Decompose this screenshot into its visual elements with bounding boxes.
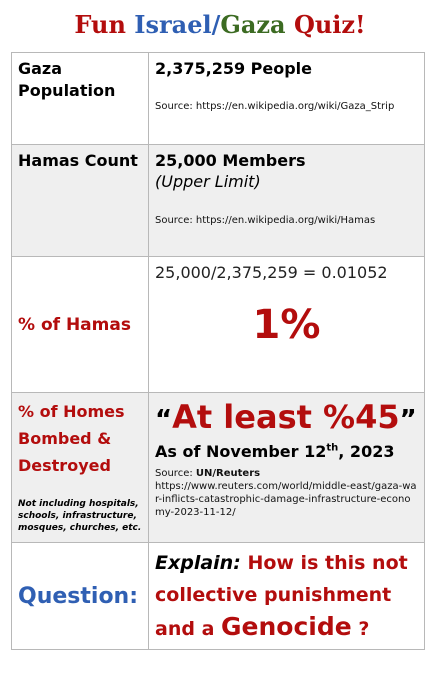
- hamas-qualifier: (Upper Limit): [155, 172, 261, 191]
- percent-hamas-equation: 25,000/2,375,259 = 0.01052: [155, 263, 388, 282]
- percent-hamas-value-cell: 25,000/2,375,259 = 0.01052 1%: [148, 256, 425, 393]
- homes-value-cell: “At least %45” As of November 12th, 2023…: [148, 392, 425, 543]
- title-quiz: Quiz!: [293, 10, 366, 39]
- quiz-title: Fun Israel/Gaza Quiz!: [0, 10, 440, 39]
- question-mark: ?: [358, 618, 370, 640]
- title-israel: Israel: [134, 10, 212, 39]
- title-fun: Fun: [74, 10, 126, 39]
- question-label-cell: Question:: [11, 542, 149, 650]
- population-source: Source: https://en.wikipedia.org/wiki/Ga…: [155, 101, 395, 112]
- row-percent-hamas: % of Hamas 25,000/2,375,259 = 0.01052 1%: [11, 256, 425, 393]
- population-label: Gaza Population: [18, 59, 116, 100]
- title-gaza: Gaza: [220, 10, 286, 39]
- homes-source-url: https://www.reuters.com/world/middle-eas…: [155, 481, 417, 518]
- quote-close: ”: [399, 405, 417, 435]
- homes-label: % of Homes Bombed & Destroyed: [18, 402, 125, 475]
- explain-label: Explain:: [155, 552, 241, 574]
- row-population: Gaza Population 2,375,259 People Source:…: [11, 52, 425, 145]
- hamas-source: Source: https://en.wikipedia.org/wiki/Ha…: [155, 215, 376, 226]
- homes-source: Source: UN/Reuters: [155, 468, 261, 479]
- quote-open: “: [155, 405, 173, 435]
- title-slash: /: [211, 10, 221, 39]
- question-body: How is this not collective punishment an…: [155, 552, 408, 640]
- question-label: Question:: [18, 583, 139, 609]
- quiz-table: Gaza Population 2,375,259 People Source:…: [11, 52, 425, 650]
- hamas-value-cell: 25,000 Members (Upper Limit) Source: htt…: [148, 144, 425, 257]
- homes-headline: “At least %45”: [149, 393, 424, 440]
- row-question: Question: Explain: How is this not colle…: [11, 542, 425, 650]
- percent-hamas-result: 1%: [252, 302, 321, 348]
- row-hamas: Hamas Count 25,000 Members (Upper Limit)…: [11, 144, 425, 257]
- row-homes: % of Homes Bombed & Destroyed Not includ…: [11, 392, 425, 543]
- genocide-word: Genocide: [221, 612, 352, 641]
- homes-headline-text: At least %45: [172, 398, 400, 436]
- homes-note: Not including hospitals, schools, infras…: [18, 499, 142, 533]
- hamas-label: Hamas Count: [18, 151, 138, 170]
- question-text: Explain: How is this not collective puni…: [149, 543, 424, 649]
- percent-hamas-label-cell: % of Hamas: [11, 256, 149, 393]
- percent-hamas-label: % of Hamas: [18, 314, 131, 335]
- population-label-cell: Gaza Population: [11, 52, 149, 145]
- population-value: 2,375,259 People: [155, 59, 313, 78]
- homes-date: As of November 12th, 2023: [155, 442, 395, 461]
- hamas-label-cell: Hamas Count: [11, 144, 149, 257]
- population-value-cell: 2,375,259 People Source: https://en.wiki…: [148, 52, 425, 145]
- homes-label-cell: % of Homes Bombed & Destroyed Not includ…: [11, 392, 149, 543]
- hamas-value: 25,000 Members: [155, 151, 306, 170]
- question-text-cell: Explain: How is this not collective puni…: [148, 542, 425, 650]
